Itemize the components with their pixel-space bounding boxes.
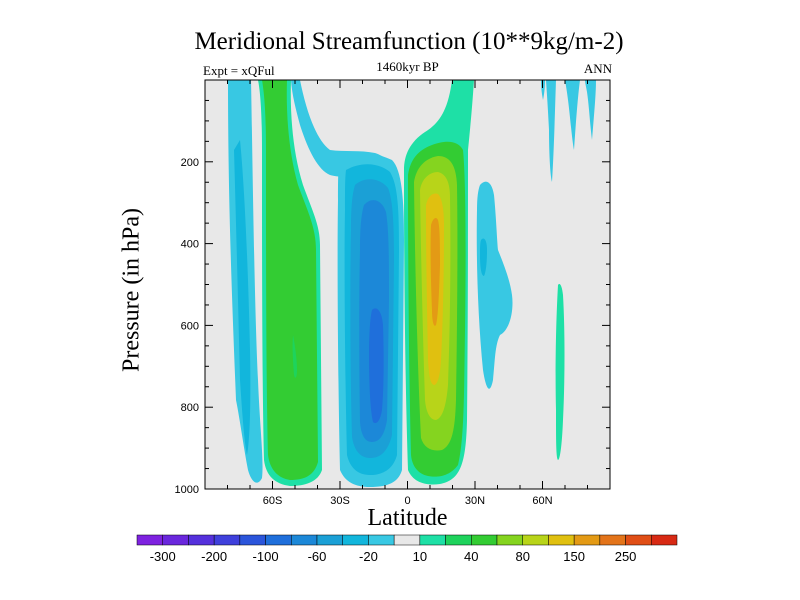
- nh-highlat-streak-1: [546, 80, 556, 182]
- x-tick-label: 30N: [465, 495, 485, 507]
- colorbar-box: [136, 534, 163, 546]
- colorbar-box: [162, 534, 189, 546]
- colorbar-box: [471, 534, 498, 546]
- x-axis-label: Latitude: [367, 505, 448, 531]
- colorbar-label: -100: [253, 549, 279, 564]
- colorbar-label: -60: [308, 549, 327, 564]
- y-tick-label: 400: [181, 239, 199, 251]
- colorbar-box: [445, 534, 472, 546]
- sh-polar-cell-20: [234, 140, 251, 455]
- x-tick-label: 60N: [532, 495, 552, 507]
- colorbar-box: [599, 534, 626, 546]
- y-tick-label: 600: [181, 320, 199, 332]
- chart-title: Meridional Streamfunction (10**9kg/m-2): [194, 28, 624, 55]
- experiment-label: Expt = xQFul: [203, 63, 275, 78]
- nh-ferrel-cell-20: [480, 238, 487, 276]
- colorbar-box: [239, 534, 266, 546]
- x-tick-label: 0: [404, 495, 410, 507]
- nh-highlat-streak-2: [565, 80, 580, 150]
- contour-fills: [228, 80, 596, 487]
- colorbar-box: [368, 534, 395, 546]
- colorbar-label: 150: [563, 549, 585, 564]
- colorbar-label: 250: [615, 549, 637, 564]
- season-label: ANN: [583, 61, 612, 76]
- colorbar-box: [625, 534, 652, 546]
- colorbar-box: [342, 534, 369, 546]
- colorbar-box: [419, 534, 446, 546]
- x-tick-label: 30S: [330, 495, 350, 507]
- time-label: 1460kyr BP: [376, 59, 439, 74]
- colorbar-label: -20: [359, 549, 378, 564]
- sh-ferrel-cell-40: [292, 335, 297, 378]
- colorbar-box: [393, 534, 421, 546]
- axis-ticks: 60S 30S 0 30N 60N 200 400 600 800 1000: [175, 80, 610, 507]
- colorbar-box: [316, 534, 343, 546]
- nh-hadley-cell-100: [430, 217, 440, 326]
- colorbar-label: 80: [515, 549, 529, 564]
- sh-ferrel-cell-20: [262, 80, 318, 480]
- colorbar-label: -300: [150, 549, 176, 564]
- colorbar-box: [265, 534, 292, 546]
- x-tick-label: 60S: [263, 495, 283, 507]
- colorbar-box: [651, 534, 678, 546]
- sh-hadley-cell-80: [369, 308, 384, 424]
- y-tick-label: 200: [181, 157, 199, 169]
- y-tick-label: 1000: [175, 484, 199, 496]
- colorbar-box: [522, 534, 549, 546]
- nh-highlat-streak-3: [585, 80, 596, 140]
- y-tick-label: 800: [181, 402, 199, 414]
- colorbar-box: [548, 534, 575, 546]
- colorbar-box: [573, 534, 601, 546]
- colorbar-box: [188, 534, 215, 546]
- colorbar-label: 10: [413, 549, 427, 564]
- colorbar-box: [496, 534, 523, 546]
- colorbar-label: 40: [464, 549, 478, 564]
- colorbar: -300 -200 -100 -60 -20 10 40 80 150 250: [136, 534, 678, 564]
- colorbar-label: -200: [201, 549, 227, 564]
- nh-midlat-positive-10: [555, 284, 565, 460]
- colorbar-box: [213, 534, 241, 546]
- colorbar-box: [291, 534, 318, 546]
- nh-ferrel-cell-10: [476, 181, 513, 389]
